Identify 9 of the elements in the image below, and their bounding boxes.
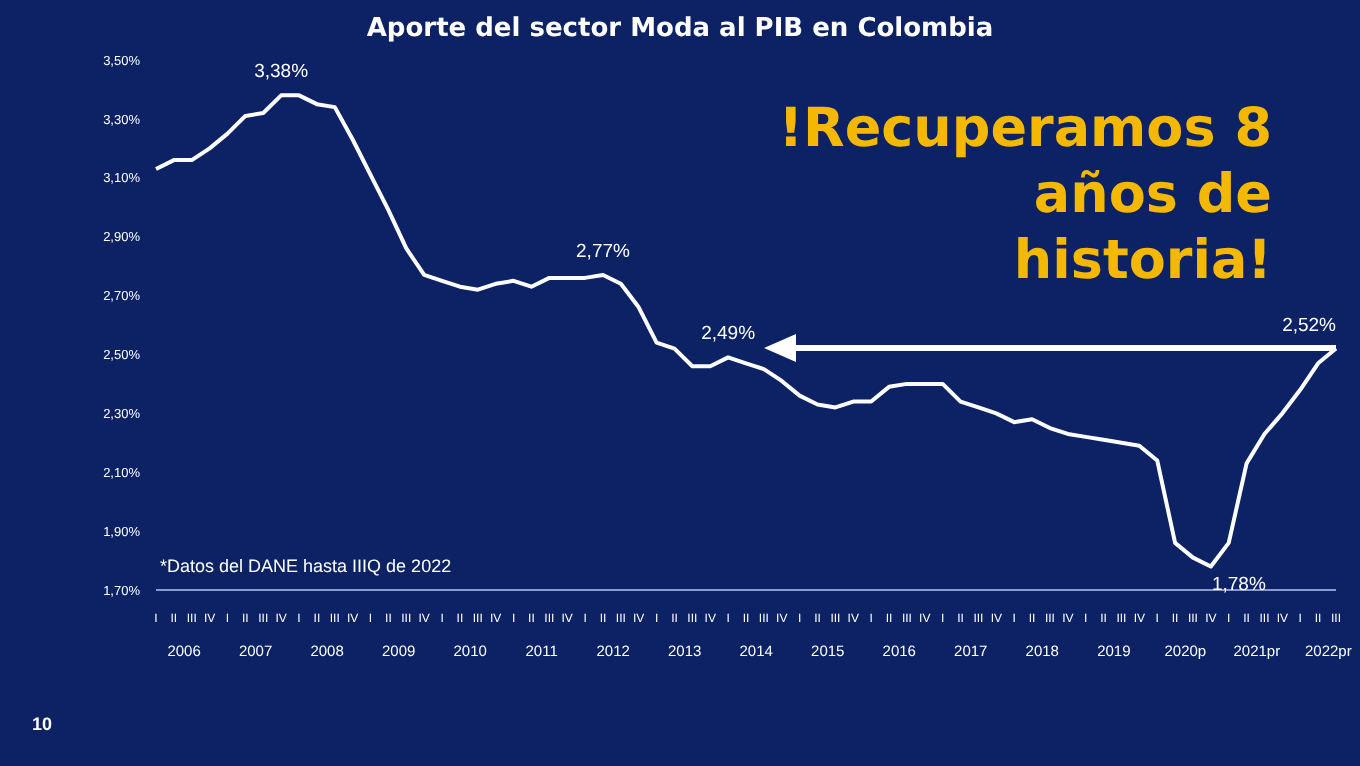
data-label: 2,52% bbox=[1282, 314, 1338, 337]
data-label: 1,78% bbox=[1211, 574, 1267, 597]
data-label: 3,38% bbox=[254, 61, 310, 84]
annotation: !Recuperamos 8 años de historia! bbox=[776, 96, 1272, 294]
data-label: 2,49% bbox=[701, 323, 757, 346]
chart-title: Aporte del sector Moda al PIB en Colombia bbox=[364, 14, 996, 44]
data-label: 2,77% bbox=[576, 240, 632, 263]
annotation: *Datos del DANE hasta IIIQ de 2022 bbox=[160, 556, 452, 576]
text: 10 bbox=[32, 714, 53, 734]
